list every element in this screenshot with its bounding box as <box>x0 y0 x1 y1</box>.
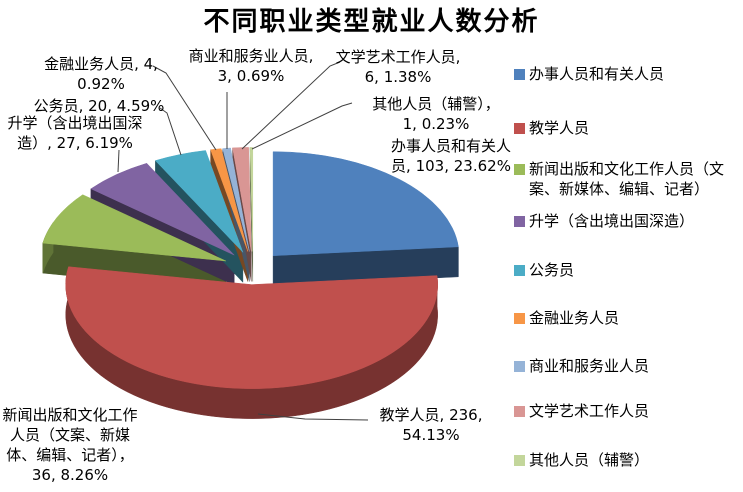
data-label-4: 公务员, 20, 4.59% <box>33 97 165 115</box>
legend-item-1[interactable]: 教学人员 <box>514 118 742 138</box>
legend-label: 金融业务人员 <box>529 309 620 327</box>
legend-item-6[interactable]: 商业和服务业人员 <box>514 356 742 376</box>
legend-item-4[interactable]: 公务员 <box>514 260 742 280</box>
leader-lines <box>117 61 369 421</box>
leader-line <box>257 413 369 421</box>
legend-item-7[interactable]: 文学艺术工作人员 <box>514 401 742 421</box>
leader-line <box>251 102 353 150</box>
pie-slice-3[interactable] <box>90 163 235 256</box>
legend-swatch-icon <box>514 455 525 466</box>
legend-swatch-icon <box>514 164 525 175</box>
legend-label: 文学艺术工作人员 <box>529 402 650 420</box>
legend-label: 教学人员 <box>529 119 590 137</box>
legend-swatch-icon <box>514 69 525 80</box>
data-label-7: 文学艺术工作人员, 6, 1.38% <box>335 48 461 86</box>
data-label-5: 金融业务人员, 4, 0.92% <box>44 55 158 93</box>
legend-label: 办事人员和有关人员 <box>529 65 665 83</box>
legend-item-2[interactable]: 新闻出版和文化工作人员（文 案、新媒体、编辑、记者） <box>514 159 742 199</box>
legend-label: 商业和服务业人员 <box>529 357 650 375</box>
legend-swatch-icon <box>514 265 525 276</box>
pie-slice-2[interactable] <box>42 194 227 262</box>
pie-slice-8[interactable] <box>249 147 254 252</box>
legend-item-8[interactable]: 其他人员（辅警） <box>514 450 742 470</box>
pie-slice-1[interactable] <box>65 266 438 389</box>
pie-slice-4[interactable] <box>154 150 244 253</box>
leader-line <box>241 61 341 150</box>
legend-label: 公务员 <box>529 261 575 279</box>
legend-label: 新闻出版和文化工作人员（文 案、新媒体、编辑、记者） <box>529 160 725 198</box>
legend-swatch-icon <box>514 361 525 372</box>
pie-slice-0[interactable] <box>272 151 459 256</box>
legend-swatch-icon <box>514 123 525 134</box>
data-label-2: 新闻出版和文化工作 人员（文案、新媒 体、编辑、记者）， 36, 8.26% <box>2 406 138 484</box>
legend-label: 升学（含出境出国深造） <box>529 212 695 230</box>
legend-swatch-icon <box>514 313 525 324</box>
leader-line <box>152 65 217 151</box>
legend-item-3[interactable]: 升学（含出境出国深造） <box>514 211 742 231</box>
legend-label: 其他人员（辅警） <box>529 451 650 469</box>
leader-line <box>159 107 182 156</box>
data-label-8: 其他人员（辅警）， 1, 0.23% <box>372 95 500 133</box>
pie-top-faces <box>42 147 459 389</box>
data-label-3: 升学（含出境出国深 造）, 27, 6.19% <box>7 114 143 152</box>
legend-item-5[interactable]: 金融业务人员 <box>514 308 742 328</box>
data-label-1: 教学人员, 236, 54.13% <box>379 406 483 444</box>
data-label-6: 商业和服务业人员, 3, 0.69% <box>188 47 314 85</box>
pie-slice-7[interactable] <box>232 147 252 252</box>
legend-swatch-icon <box>514 406 525 417</box>
legend-item-0[interactable]: 办事人员和有关人员 <box>514 64 742 84</box>
data-label-0: 办事人员和有关人 员, 103, 23.62% <box>390 137 511 175</box>
legend-swatch-icon <box>514 216 525 227</box>
chart-title: 不同职业类型就业人数分析 <box>203 7 540 37</box>
leader-line <box>117 149 120 173</box>
